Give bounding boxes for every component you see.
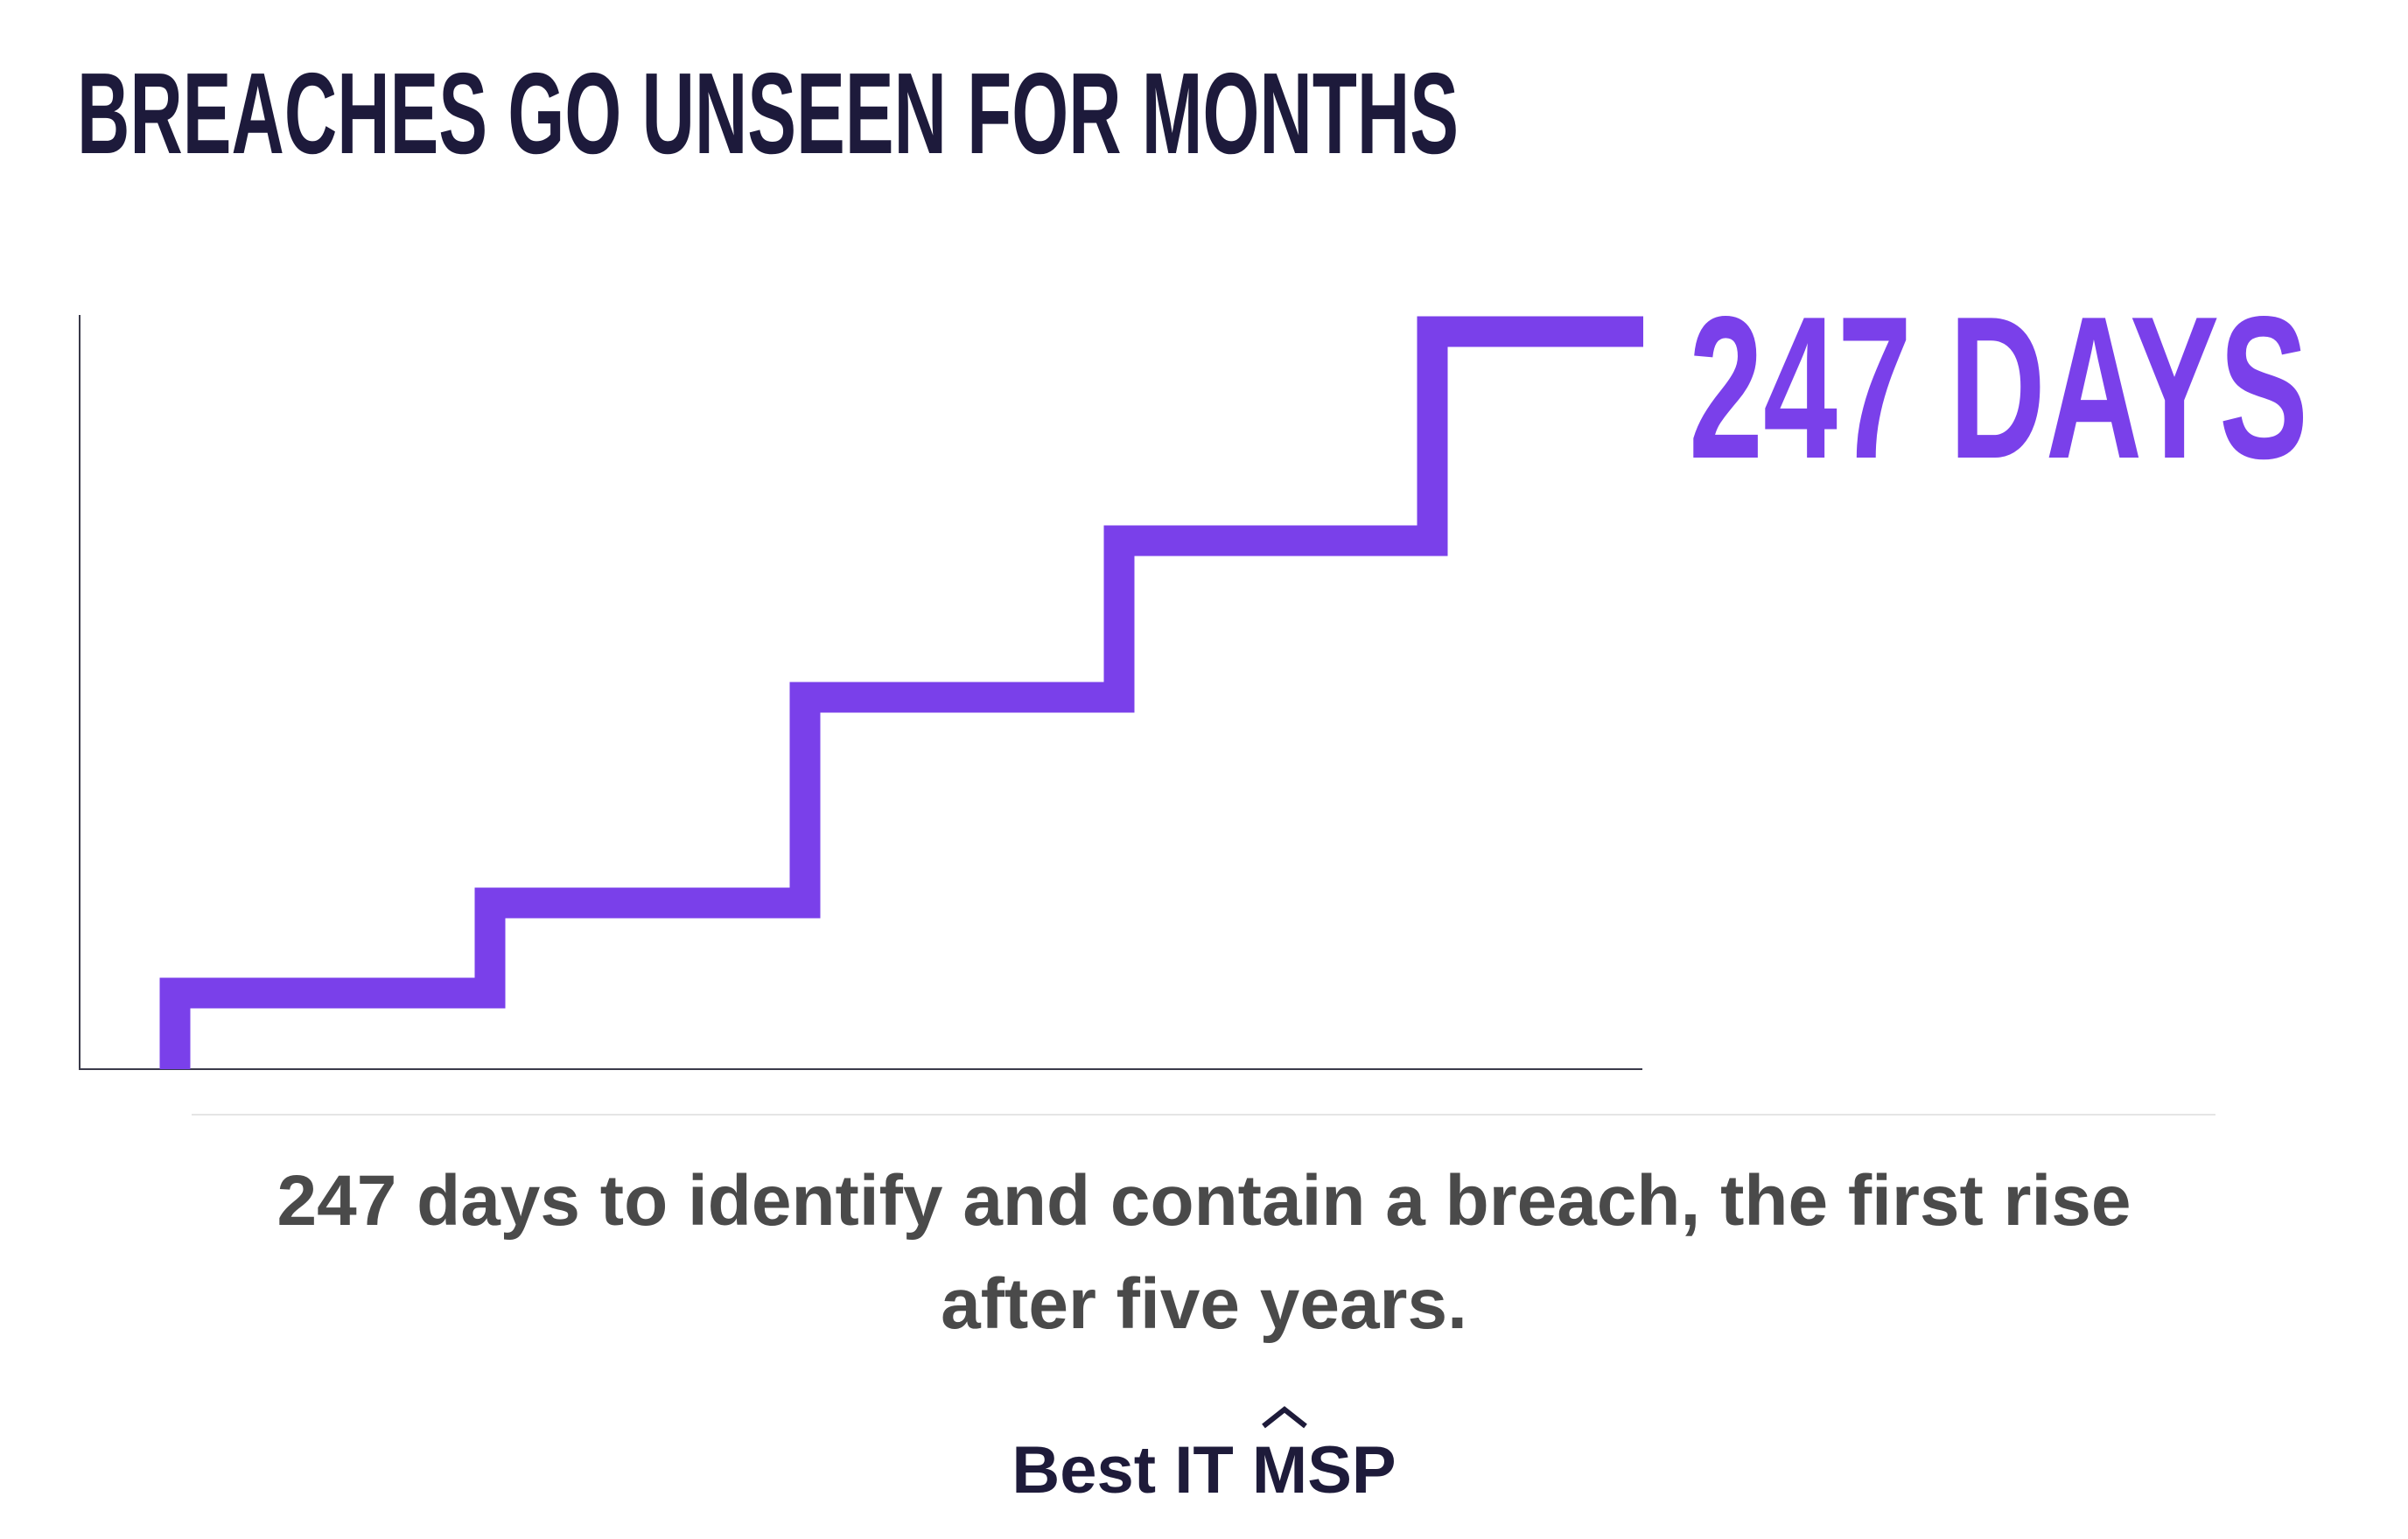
brand: Best IT MSP	[1012, 1433, 1396, 1508]
callout: 247 DAYS	[1689, 275, 2308, 501]
brand-caret	[1262, 1406, 1307, 1429]
caption-line: 247 days to identify and contain a breac…	[277, 1161, 2132, 1241]
title: BREACHES GO UNSEEN FOR MONTHS	[77, 49, 1459, 178]
staircase	[159, 316, 1643, 1069]
caption-line: after five years.	[941, 1264, 1467, 1344]
